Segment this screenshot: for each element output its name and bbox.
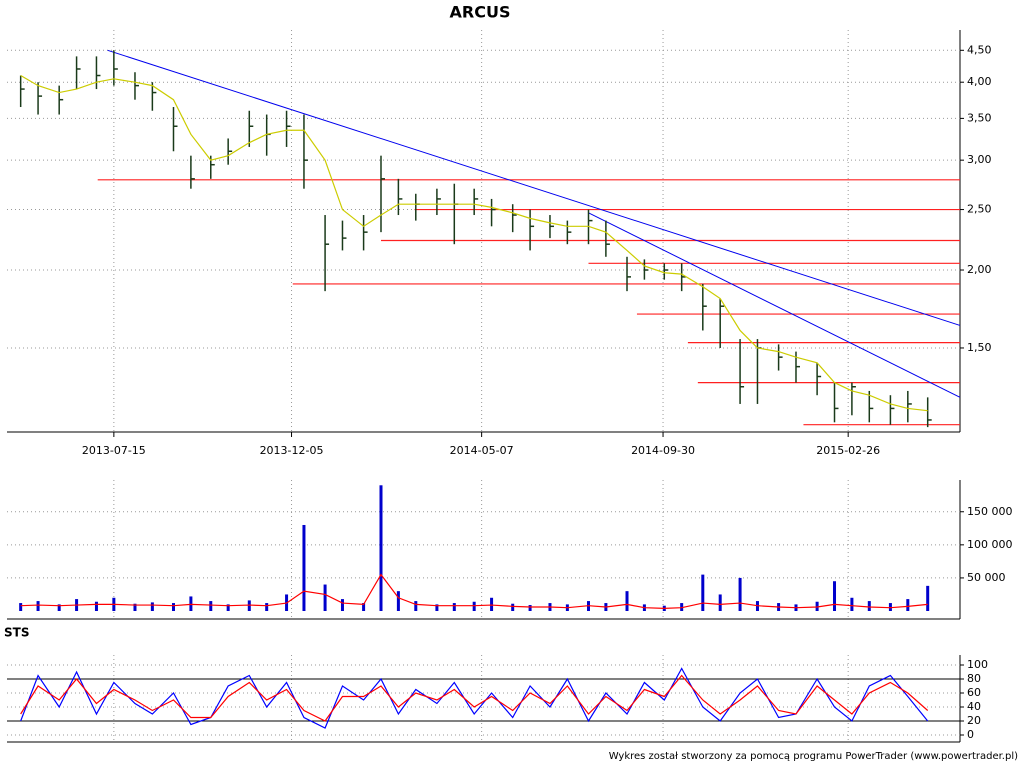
volume-bar <box>680 603 684 611</box>
y-tick-label: 100 <box>967 658 988 671</box>
volume-bar <box>625 591 629 611</box>
volume-bar <box>833 581 837 611</box>
sma-line <box>20 74 928 412</box>
volume-bar <box>452 603 456 611</box>
trend-line <box>107 49 961 326</box>
volume-bar <box>738 577 742 611</box>
volume-bar <box>926 585 930 611</box>
y-tick-label: 2,50 <box>967 203 992 216</box>
volume-bar <box>906 599 910 611</box>
oscillator-line <box>20 667 929 729</box>
panel-title: STS <box>4 626 29 640</box>
y-tick-label: 80 <box>967 672 981 685</box>
volume-bar <box>867 601 871 611</box>
volume-bar <box>19 603 23 611</box>
volume-bar <box>150 602 154 611</box>
volume-bar <box>362 603 366 611</box>
volume-bar <box>189 596 193 611</box>
volume-bar <box>528 605 532 611</box>
y-tick-label: 0 <box>967 728 974 741</box>
y-tick-label: 3,50 <box>967 111 992 124</box>
volume-bar <box>435 604 439 611</box>
volume-bar <box>701 574 705 611</box>
volume-bar <box>379 485 383 611</box>
y-tick-label: 1,50 <box>967 341 992 354</box>
y-tick-label: 4,00 <box>967 75 992 88</box>
y-tick-label: 50 000 <box>967 571 1006 584</box>
volume-bar <box>472 601 476 611</box>
volume-bar <box>209 601 213 611</box>
volume-bar <box>226 604 230 611</box>
x-tick-label: 2014-05-07 <box>450 444 514 457</box>
volume-bar <box>247 600 251 611</box>
volume-bar <box>718 594 722 611</box>
x-tick-label: 2014-09-30 <box>631 444 695 457</box>
y-tick-label: 3,00 <box>967 153 992 166</box>
volume-bar <box>490 597 494 611</box>
volume-bar <box>265 603 269 611</box>
chart-title: ARCUS <box>450 3 511 22</box>
y-tick-label: 4,50 <box>967 43 992 56</box>
volume-bar <box>511 603 515 611</box>
volume-bar <box>302 524 306 611</box>
volume-bar <box>36 601 40 611</box>
x-tick-label: 2015-02-26 <box>816 444 880 457</box>
volume-bar <box>850 597 854 611</box>
trend-line <box>588 212 961 398</box>
x-tick-label: 2013-07-15 <box>82 444 146 457</box>
volume-bar <box>414 601 418 611</box>
volume-bar <box>396 591 400 611</box>
x-tick-label: 2013-12-05 <box>260 444 324 457</box>
y-tick-label: 100 000 <box>967 538 1013 551</box>
y-tick-label: 150 000 <box>967 505 1013 518</box>
y-tick-label: 2,00 <box>967 263 992 276</box>
volume-bar <box>815 601 819 611</box>
volume-bar <box>888 603 892 611</box>
volume-bar <box>340 599 344 611</box>
oscillator-line <box>20 674 929 722</box>
y-tick-label: 20 <box>967 714 981 727</box>
volume-bar <box>171 603 175 611</box>
y-tick-label: 40 <box>967 700 981 713</box>
volume-average <box>20 573 928 609</box>
volume-bar <box>323 584 327 611</box>
volume-bar <box>57 604 61 611</box>
footer: Wykres został stworzony za pomocą progra… <box>609 751 1018 762</box>
volume-bar <box>133 603 137 611</box>
y-tick-label: 60 <box>967 686 981 699</box>
volume-bar <box>94 601 98 611</box>
